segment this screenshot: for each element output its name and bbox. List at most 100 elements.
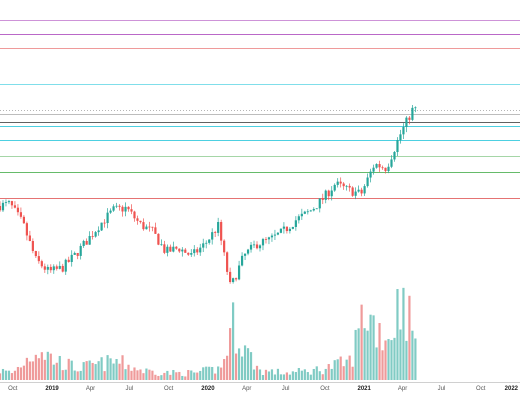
x-tick-label: Jul [126,386,134,392]
candles [0,105,417,284]
candle-body [160,244,163,246]
candle-body [43,266,46,270]
candle-body [157,233,160,245]
candle-body [285,226,288,232]
volume-bar [82,362,85,380]
volume-bar [175,372,178,380]
volume-bar [229,328,232,380]
candle-body [148,226,151,228]
volume-bar [294,371,297,380]
volume-bar [318,371,321,380]
volume-bar [408,295,411,380]
volume-bar [19,367,23,380]
candle-body [97,230,100,233]
volume-bars [0,287,417,380]
candle-body [25,223,28,236]
candle-body [130,209,133,212]
candle-body [267,237,271,240]
volume-bar [300,370,303,380]
volume-bar [291,371,294,380]
x-tick-label: Apr [242,386,251,392]
volume-bar [37,358,40,380]
candle-body [16,207,20,213]
candle-body [357,189,360,192]
candle-body [136,218,139,221]
candle-body [0,206,2,211]
candle-body [13,205,17,208]
volume-bar [109,358,112,380]
candle-body [28,235,31,241]
x-tick-label: Apr [86,386,95,392]
volume-bar [396,289,399,380]
candle-body [264,239,268,240]
candle-body [52,266,55,271]
volume-bar [330,368,333,380]
candle-body [327,190,330,197]
volume-bar [139,369,142,380]
volume-bar [88,360,91,380]
volume-bar [220,367,223,380]
candle-body [112,206,115,211]
time-axis: Oct 2019 Apr Jul Oct 2020 Apr Jul Oct 2021 Apr Jul O… [0,382,520,392]
volume-bar [217,366,220,380]
candle-body [288,228,291,232]
x-tick-label: 2019 [45,386,59,392]
candle-body [199,247,202,253]
candle-body [223,240,226,253]
candle-body [79,245,82,256]
volume-bar [154,374,157,380]
candle-body [226,252,229,272]
volume-bar [348,355,351,380]
candle-body [411,107,414,120]
candle-body [82,240,85,246]
volume-bar [243,345,247,380]
volume-bar [381,350,384,380]
volume-bar [184,376,187,380]
volume-bar [43,359,46,380]
candle-body [196,249,199,253]
volume-bar [0,373,2,380]
candle-body [408,117,411,120]
candle-body [384,167,387,172]
volume-bar [199,370,202,380]
candle-body [193,249,196,254]
volume-bar [372,315,375,380]
candle-body [70,254,73,262]
candle-body [342,183,345,187]
candle-body [49,266,52,271]
candle-body [363,186,366,194]
candle-body [40,261,43,267]
candle-body [237,265,241,280]
volume-bar [49,353,52,380]
candle-body [396,140,399,153]
volume-bar [357,328,360,380]
volume-bar [106,355,109,380]
candle-body [142,222,145,230]
candle-body [85,240,88,245]
volume-bar [10,373,14,380]
volume-bar [327,364,330,380]
volume-bar [16,366,20,380]
candle-body [214,232,217,233]
volume-bar [97,361,100,380]
volume-bar [67,358,70,380]
volume-bar [345,359,348,380]
candle-body [118,205,121,207]
candle-body [414,107,417,109]
candle-body [300,213,303,217]
candle-body [279,228,283,233]
volume-bar [237,348,241,380]
volume-bar [246,348,250,380]
volume-bar [393,337,396,380]
candle-body [115,205,118,207]
candle-body [246,249,250,254]
volume-bar [232,302,235,380]
candle-body [211,232,214,240]
x-tick-label: 2021 [357,386,371,392]
x-tick-label: Oct [8,386,18,392]
volume-bar [13,370,17,380]
candle-body [205,242,208,244]
candle-body [151,226,154,228]
